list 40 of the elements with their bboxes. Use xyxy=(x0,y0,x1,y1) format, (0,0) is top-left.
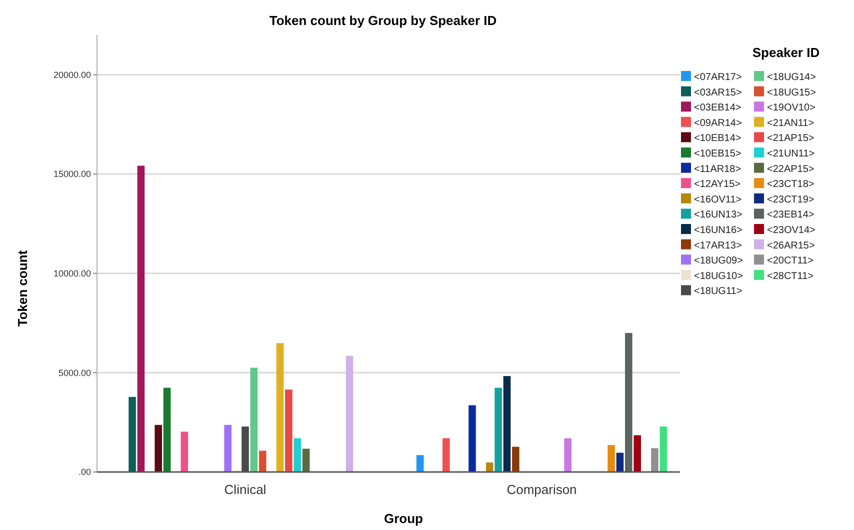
legend-label: <11AR18> xyxy=(694,164,742,175)
legend-label: <18UG11> xyxy=(694,286,742,298)
y-tick-label: 5000.00 xyxy=(58,368,91,378)
legend-label: <23OV14> xyxy=(767,225,816,236)
x-tick-label: Comparison xyxy=(506,482,577,497)
legend-label: <17AR13> xyxy=(694,240,742,252)
legend-label: <03EB14> xyxy=(694,102,742,114)
legend-label: <28CT11> xyxy=(767,270,814,282)
legend-label: <03AR15> xyxy=(694,87,742,98)
legend-label: <23EB14> xyxy=(767,210,814,221)
y-axis-title: Token count xyxy=(15,250,30,327)
legend-label: <21AN11> xyxy=(767,118,814,129)
legend-label: <18UG15> xyxy=(767,87,816,98)
y-tick-label: .00 xyxy=(78,467,91,478)
legend-label: <18UG10> xyxy=(694,270,744,282)
legend-title: Speaker ID xyxy=(752,45,820,60)
y-tick-label: 15000.00 xyxy=(53,169,91,180)
legend-label: <18UG09> xyxy=(694,256,744,267)
legend-label: <16UN16> xyxy=(694,225,743,236)
y-tick-label: 20000.00 xyxy=(53,70,91,80)
legend-label: <23CT18> xyxy=(767,179,814,190)
x-axis-title: Group xyxy=(384,511,424,526)
legend-label: <21AP15> xyxy=(767,133,814,144)
legend-label: <16OV11> xyxy=(694,194,742,206)
chart-title: Token count by Group by Speaker ID xyxy=(269,13,497,28)
legend-label: <20CT11> xyxy=(767,256,814,267)
legend-label: <22AP15> xyxy=(767,164,814,175)
legend-label: <16UN13> xyxy=(694,210,743,221)
y-tick-label: 10000.00 xyxy=(53,268,91,279)
x-tick-label: Clinical xyxy=(224,482,266,497)
legend-label: <21UN11> xyxy=(767,148,815,160)
legend-label: <19OV10> xyxy=(767,102,816,114)
legend-label: <26AR15> xyxy=(767,240,815,252)
legend-label: <09AR14> xyxy=(694,118,742,129)
legend-label: <07AR17> xyxy=(694,72,742,83)
legend-label: <12AY15> xyxy=(694,179,741,190)
legend-label: <18UG14> xyxy=(767,72,816,83)
legend-label: <10EB15> xyxy=(694,148,742,160)
legend-label: <23CT19> xyxy=(767,194,814,206)
legend-label: <10EB14> xyxy=(694,133,742,144)
